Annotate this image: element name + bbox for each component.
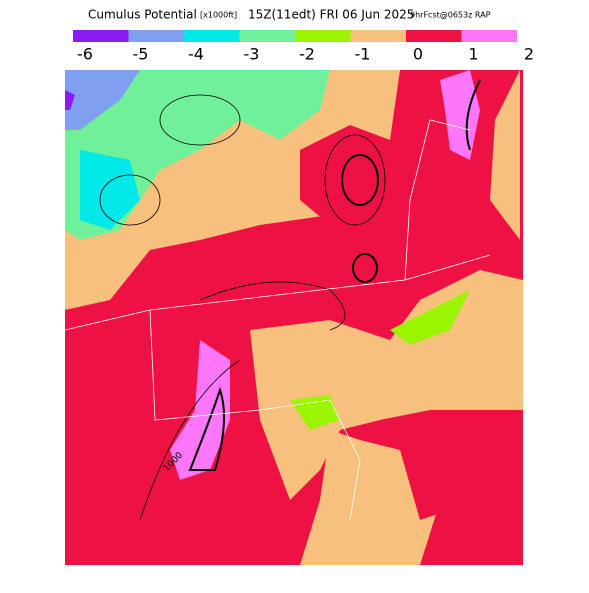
region-red-ne — [400, 70, 523, 260]
colorbar: -6 -5 -4 -3 -2 -1 0 1 2 — [73, 30, 534, 64]
region-purple — [65, 90, 75, 110]
colorbar-label: -4 — [188, 45, 204, 64]
valid-time: 15Z(11edt) FRI 06 Jun 2025 — [248, 8, 414, 22]
colorbar-label: -1 — [355, 45, 371, 64]
colorbar-segment — [295, 30, 351, 42]
boundaries — [65, 119, 491, 521]
colorbar-segment — [461, 30, 517, 42]
colorbar-label: 2 — [524, 45, 534, 64]
region-pink-ne — [440, 70, 480, 160]
colorbar-label: -3 — [244, 45, 260, 64]
colorbar-label: -6 — [77, 45, 93, 64]
region-red — [300, 125, 390, 225]
colorbar-label: 0 — [413, 45, 423, 64]
region-blue — [65, 70, 140, 130]
forecast-info: 9hrFcst@0653z RAP — [410, 11, 491, 20]
map-title: Cumulus Potential — [88, 8, 197, 22]
map: 1000 — [65, 70, 523, 565]
contours — [99, 79, 481, 521]
colorbar-label: -5 — [133, 45, 149, 64]
units: [x1000ft] — [200, 11, 237, 20]
colorbar-label: 1 — [468, 45, 478, 64]
colorbar-segment — [239, 30, 295, 42]
region-tan-ne — [490, 70, 520, 240]
region-yellowgreen — [390, 290, 470, 345]
region-cyan — [80, 150, 140, 230]
region-red-ocean — [420, 430, 523, 565]
region-pink — [170, 340, 230, 480]
colorbar-label: -2 — [299, 45, 315, 64]
colorbar-segment — [128, 30, 184, 42]
colorbar-segment — [406, 30, 462, 42]
colorbar-segment — [184, 30, 240, 42]
colorbar-segment — [73, 30, 129, 42]
colorbar-segment — [350, 30, 406, 42]
region-tan-coast — [250, 270, 523, 500]
